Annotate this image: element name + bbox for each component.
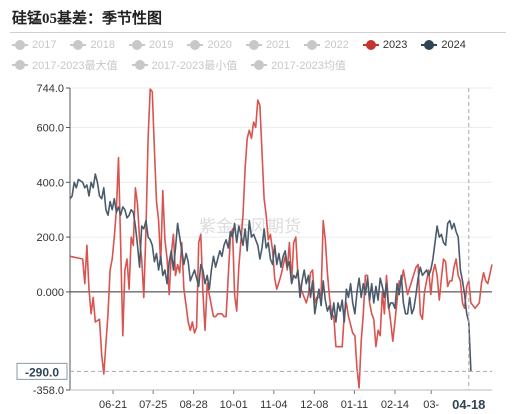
legend-label: 2017-2023均值 bbox=[271, 60, 346, 72]
series-line-2024 bbox=[69, 173, 472, 372]
y-pointer-badge-box bbox=[16, 362, 68, 380]
legend-label: 2018 bbox=[90, 39, 115, 51]
legend-item-2023[interactable]: 2023 bbox=[362, 39, 408, 51]
x-tick-label: 06-21 bbox=[99, 399, 127, 411]
legend-marker-icon bbox=[128, 40, 145, 50]
legend-marker-icon bbox=[251, 60, 268, 70]
legend-label: 2019 bbox=[148, 39, 174, 51]
y-pointer-label: -290.0 bbox=[25, 365, 59, 379]
title-divider bbox=[10, 32, 506, 33]
y-tick-label: 200.0 bbox=[36, 232, 64, 244]
x-tick-label: 03- bbox=[423, 399, 439, 411]
legend: 2017 2018 2019 2020 2021 2022 2023 2024 2017-20… bbox=[12, 36, 512, 76]
x-tick-label: 11-04 bbox=[260, 399, 287, 411]
legend-label: 2017-2023最小值 bbox=[151, 60, 238, 72]
x-tick-label: 07-25 bbox=[139, 399, 167, 411]
legend-item-2021[interactable]: 2021 bbox=[245, 39, 291, 51]
y-tick-label: 600.0 bbox=[36, 122, 64, 134]
legend-item-2024[interactable]: 2024 bbox=[421, 39, 466, 51]
x-tick-label: 02-14 bbox=[381, 399, 409, 411]
series-group bbox=[69, 88, 493, 389]
x-pointer-label: 04-18 bbox=[452, 397, 485, 412]
legend-row: 2017 2018 2019 2020 2021 2022 2023 2024 bbox=[12, 36, 512, 54]
x-axis: 06-21 07-25 08-28 10-01 11-04 12-08 01-11 02-14… bbox=[70, 291, 492, 411]
legend-label: 2017 bbox=[32, 39, 57, 51]
legend-item-2017-2023最大值[interactable]: 2017-2023最大值 bbox=[12, 57, 118, 73]
legend-label: 2023 bbox=[382, 39, 408, 51]
x-tick-label: 12-08 bbox=[300, 399, 328, 411]
legend-label: 2021 bbox=[265, 39, 291, 51]
x-pointer-badge-box bbox=[447, 395, 490, 413]
axis-pointer: -290.0 04-18 bbox=[16, 88, 492, 413]
legend-marker-icon bbox=[304, 40, 321, 50]
legend-row: 2017-2023最大值 2017-2023最小值 2017-2023均值 bbox=[12, 56, 512, 74]
x-tick-label: 01-11 bbox=[341, 399, 368, 411]
legend-marker-icon bbox=[131, 60, 148, 70]
legend-item-2019[interactable]: 2019 bbox=[128, 39, 174, 51]
legend-label: 2024 bbox=[441, 39, 466, 51]
y-axis: 744.0 600.0 400.0 200.0 0.000 -358.0 bbox=[33, 83, 71, 397]
legend-marker-icon bbox=[245, 40, 262, 50]
legend-item-2017-2023最小值[interactable]: 2017-2023最小值 bbox=[131, 57, 238, 73]
legend-marker-icon bbox=[187, 40, 204, 50]
legend-item-2020[interactable]: 2020 bbox=[187, 39, 232, 51]
x-tick-label: 10-01 bbox=[220, 399, 248, 411]
y-tick-label: 744.0 bbox=[36, 83, 64, 95]
chart-title: 硅锰05基差：季节性图 bbox=[12, 11, 163, 27]
x-tick-label: 08-28 bbox=[180, 399, 208, 411]
legend-item-2018[interactable]: 2018 bbox=[70, 39, 115, 51]
legend-item-2017-2023均值[interactable]: 2017-2023均值 bbox=[251, 57, 346, 73]
legend-label: 2017-2023最大值 bbox=[32, 60, 118, 72]
y-tick-label: 0.000 bbox=[36, 287, 64, 299]
legend-marker-icon bbox=[12, 40, 28, 50]
series-line-2023 bbox=[69, 88, 493, 389]
legend-item-2022[interactable]: 2022 bbox=[304, 39, 349, 51]
legend-label: 2020 bbox=[207, 39, 232, 51]
legend-marker-icon bbox=[421, 40, 438, 50]
y-tick-label: -358.0 bbox=[33, 385, 64, 397]
y-pointer-badge: -290.0 bbox=[16, 362, 68, 380]
legend-item-2017[interactable]: 2017 bbox=[12, 39, 56, 51]
y-tick-label: 400.0 bbox=[36, 177, 64, 189]
legend-label: 2022 bbox=[324, 39, 349, 51]
legend-marker-icon bbox=[12, 60, 28, 70]
legend-marker-icon bbox=[362, 40, 379, 50]
legend-marker-icon bbox=[70, 40, 87, 50]
